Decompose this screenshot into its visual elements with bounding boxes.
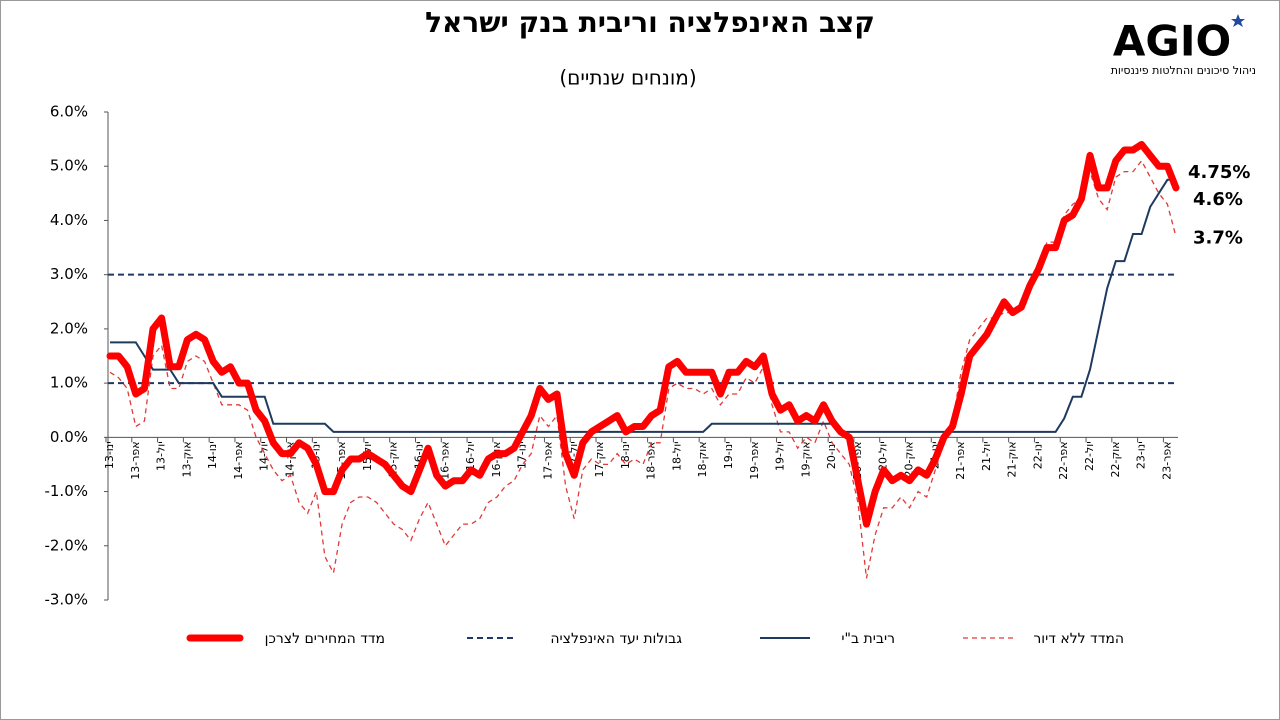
x-tick-label: אפר-14	[232, 441, 245, 479]
x-tick-label: אפר-17	[541, 441, 554, 479]
logo-star	[1231, 14, 1245, 27]
x-tick-label: אוק-13	[180, 441, 193, 477]
y-tick-label: 5.0%	[50, 157, 88, 175]
x-tick-label: אפר-18	[645, 441, 658, 479]
value-label: 4.6%	[1193, 189, 1243, 210]
x-tick-label: אפר-16	[438, 441, 451, 479]
x-tick-label: יול-20	[877, 441, 890, 471]
y-tick-label: 6.0%	[50, 103, 88, 121]
y-tick-label: 0.0%	[50, 428, 88, 446]
chart-subtitle: (מונחים שנתיים)	[559, 66, 696, 90]
y-tick-label: -1.0%	[44, 482, 88, 500]
x-tick-label: ינו-20	[825, 441, 838, 469]
x-tick-label: יול-19	[774, 441, 787, 471]
x-tick-label: אוק-17	[593, 441, 606, 477]
x-tick-label: אוק-22	[1109, 441, 1122, 477]
x-tick-label: יול-21	[980, 441, 993, 471]
x-tick-label: אוק-18	[696, 441, 709, 477]
logo-name: AGIO	[1113, 17, 1231, 66]
legend-label: המדד ללא דיור	[1033, 631, 1124, 647]
x-tick-label: אפר-13	[129, 441, 142, 479]
x-tick-label: ינו-23	[1135, 441, 1148, 469]
x-tick-label: ינו-14	[206, 441, 219, 469]
y-tick-label: 2.0%	[50, 319, 88, 337]
logo: AGIO ניהול סיכונים והחלטות פיננסיות	[1111, 14, 1256, 77]
x-tick-label: ינו-19	[722, 441, 735, 469]
y-tick-label: 3.0%	[50, 265, 88, 283]
series-line	[110, 178, 1176, 433]
y-tick-label: 4.0%	[50, 211, 88, 229]
x-tick-label: ינו-13	[103, 441, 116, 469]
x-tick-label: אפר-19	[748, 441, 761, 479]
x-tick-label: יול-14	[258, 441, 271, 471]
legend-label: מדד המחירים לצרכן	[265, 631, 385, 647]
x-tick-label: אוק-19	[799, 441, 812, 477]
x-tick-label: אוק-21	[1006, 441, 1019, 477]
logo-tagline: ניהול סיכונים והחלטות פיננסיות	[1111, 64, 1256, 77]
x-tick-label: אפר-23	[1160, 441, 1173, 479]
x-tick-label: יול-16	[464, 441, 477, 471]
legend-label: גבולות יעד האינפלציה	[550, 631, 682, 647]
x-tick-label: יול-22	[1083, 441, 1096, 471]
y-tick-label: 1.0%	[50, 374, 88, 392]
x-tick-label: ינו-17	[516, 441, 529, 469]
value-label: 3.7%	[1193, 228, 1243, 249]
x-tick-label: יול-18	[670, 441, 683, 471]
chart-title: קצב האינפלציה וריבית בנק ישראל	[425, 6, 875, 39]
x-tick-label: אוק-20	[903, 441, 916, 477]
x-tick-label: אפר-22	[1057, 441, 1070, 479]
x-tick-label: ינו-18	[619, 441, 632, 469]
series-line	[106, 141, 1180, 528]
x-tick-label: יול-13	[155, 441, 168, 471]
y-tick-label: -2.0%	[44, 536, 88, 554]
legend-label: ריבית ב"י	[841, 631, 895, 647]
y-tick-label: -3.0%	[44, 591, 88, 609]
x-tick-label: אפר-21	[954, 441, 967, 479]
x-tick-label: ינו-22	[1031, 441, 1044, 469]
value-label: 4.75%	[1188, 162, 1250, 183]
